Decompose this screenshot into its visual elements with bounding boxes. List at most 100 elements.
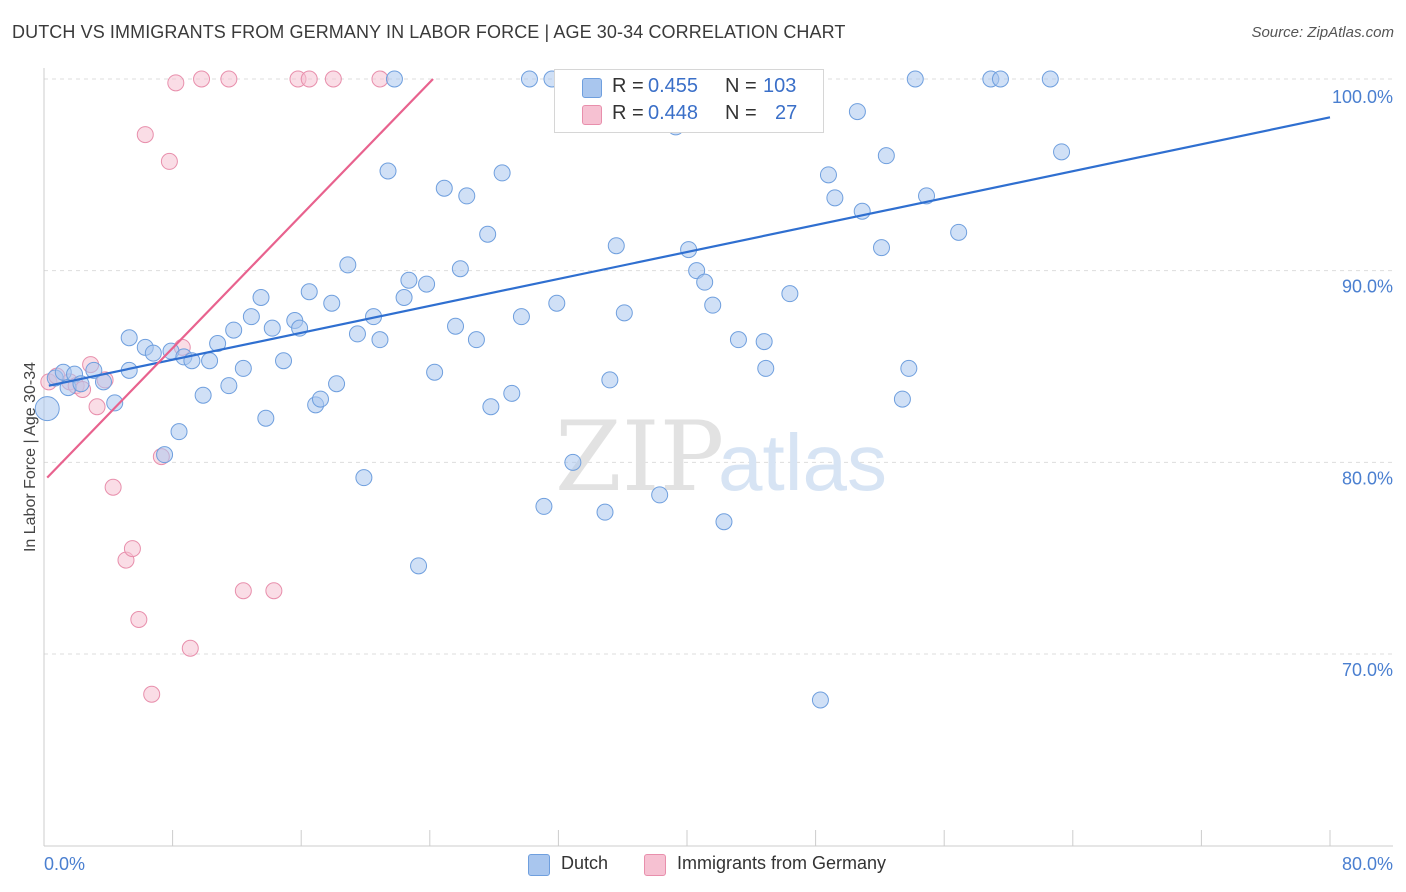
dutch-point [170,423,188,441]
legend-r-value: 0.448 [648,102,699,124]
dutch-point [106,394,124,412]
dutch-point [311,390,329,408]
legend-r-value: 0.455 [648,75,699,97]
dutch-point [688,262,706,280]
y-tick-label: 80.0% [1342,468,1393,488]
dutch-point [451,260,469,278]
germany-point [88,398,106,416]
germany-point [181,639,199,657]
dutch-point [201,352,219,370]
dutch-swatch [582,78,602,98]
dutch-point [479,225,497,243]
dutch-point [512,308,530,326]
dutch-point [323,294,341,312]
germany-point [136,126,154,144]
dutch-point [950,223,968,241]
dutch-point [156,446,174,464]
germany-point [371,70,389,88]
dutch-point [300,283,318,301]
germany-point [234,582,252,600]
watermark-zip: ZIP [555,401,724,513]
dutch-point [435,179,453,197]
legend-row-dutch: R = 0.455 N = 103 [555,74,823,100]
germany-point [220,70,238,88]
germany-point [324,70,342,88]
germany-point [300,70,318,88]
dutch-point [371,331,389,349]
stats-legend: R = 0.455 N = 103 R = 0.448 N = 27 [554,69,824,133]
dutch-point [252,289,270,306]
dutch-point [615,304,633,322]
dutch-point [755,333,773,351]
x-tick-min: 0.0% [44,854,85,874]
dutch-point [877,147,895,165]
y-tick-label: 70.0% [1342,660,1393,680]
dutch-point [826,189,844,207]
dutch-point [696,273,714,291]
legend-n-label: N = [725,102,757,124]
legend-r-label: R = [612,75,644,97]
germany-point [130,611,148,628]
dutch-point [607,237,625,255]
x-tick-max: 80.0% [1342,854,1393,874]
dutch-point [704,296,722,314]
dutch-point [242,308,260,326]
germany-point [265,582,283,600]
dutch-point [395,289,413,306]
germany-point [193,70,211,88]
dutch-point [893,390,911,408]
dutch-point [729,331,747,349]
y-tick-label: 100.0% [1332,87,1393,107]
dutch-point [482,398,500,416]
dutch-point [418,275,436,293]
watermark-atlas: atlas [718,418,887,507]
legend-n-label: N = [725,75,757,97]
dutch-point [34,396,60,422]
dutch-point [548,294,566,312]
dutch-point [257,409,275,427]
dutch-point [220,377,238,395]
dutch-point [144,344,162,362]
dutch-point [1053,143,1071,161]
axes [43,68,1393,847]
dutch-point [426,363,444,381]
germany-point [123,540,141,558]
dutch-point [234,359,252,377]
dutch-trendline [48,116,1331,387]
dutch-point [225,321,243,339]
dutch-point [503,384,521,402]
dutch-point [781,285,799,303]
dutch-point [263,319,281,337]
dutch-point [275,352,293,370]
dutch-point [757,359,775,377]
dutch-legend-label: Dutch [561,853,609,873]
dutch-point [811,691,829,709]
dutch-point [410,557,428,575]
legend-n-value: 103 [763,75,797,97]
dutch-point [493,164,511,182]
dutch-point [1041,70,1059,88]
dutch-point [458,187,476,205]
source-label: Source: ZipAtlas.com [1251,24,1394,41]
germany-point [167,74,185,92]
dutch-points [34,70,1071,709]
dutch-point [906,70,924,88]
dutch-point [900,359,918,377]
germany-legend-label: Immigrants from Germany [677,853,887,873]
legend-r-label: R = [612,102,644,124]
dutch-point [819,166,837,184]
dutch-point [194,386,212,404]
dutch-point [447,317,465,335]
germany-point [160,152,178,170]
dutch-point [651,486,669,504]
dutch-point [400,271,418,289]
dutch-point [596,503,614,521]
legend-row-germany: R = 0.448 N = 27 [555,101,823,127]
dutch-point [564,453,582,471]
dutch-point [339,256,357,274]
chart-title: DUTCH VS IMMIGRANTS FROM GERMANY IN LABO… [12,22,846,42]
dutch-point [385,70,403,88]
germany-point [143,685,161,703]
germany-trendline [46,78,434,479]
